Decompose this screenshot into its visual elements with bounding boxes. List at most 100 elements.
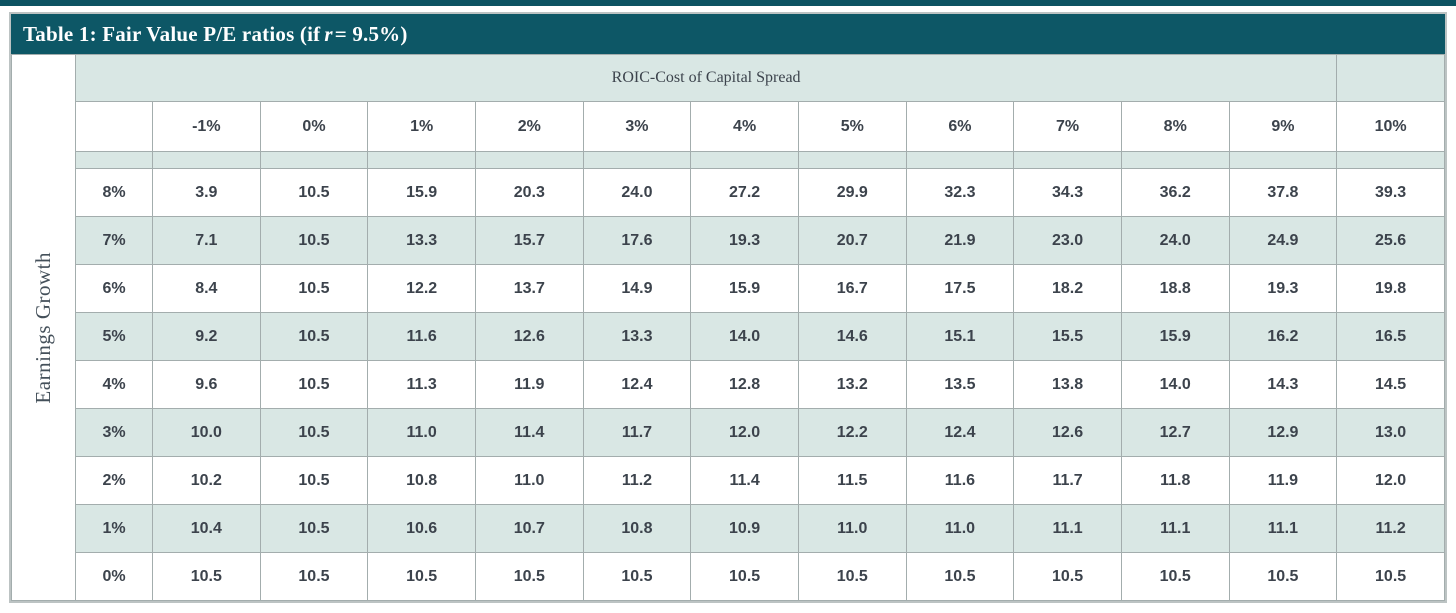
table-cell: 13.5 xyxy=(905,360,1015,409)
table-cell: 12.2 xyxy=(367,264,476,313)
spacer-cell xyxy=(1120,151,1230,169)
table-cell: 10.5 xyxy=(367,552,476,601)
table-cell: 11.0 xyxy=(797,504,907,553)
table-cell: 10.5 xyxy=(259,264,369,313)
table-cell: 24.0 xyxy=(582,168,692,217)
table-cell: 23.0 xyxy=(1013,216,1122,265)
table-cell: 16.7 xyxy=(797,264,907,313)
table-row: 5% 9.2 10.5 11.6 12.6 13.3 14.0 14.6 15.1 15.5 15.… xyxy=(12,312,1445,361)
table-cell: 11.8 xyxy=(1120,456,1230,505)
table-cell: 29.9 xyxy=(797,168,907,217)
spacer-cell xyxy=(1336,151,1445,169)
table-cell: 11.1 xyxy=(1013,504,1122,553)
table-cell: 14.0 xyxy=(690,312,799,361)
table-cell: 10.5 xyxy=(1336,552,1445,601)
table-container: Table 1: Fair Value P/E ratios (if r = 9… xyxy=(9,12,1447,603)
table-cell: 12.8 xyxy=(690,360,799,409)
table-cell: 10.5 xyxy=(259,216,369,265)
table-cell: 13.3 xyxy=(367,216,476,265)
table-cell: 13.7 xyxy=(474,264,584,313)
table-cell: 8.4 xyxy=(152,264,261,313)
table-cell: 12.7 xyxy=(1120,408,1230,457)
table-cell: 12.9 xyxy=(1228,408,1338,457)
table-cell: 39.3 xyxy=(1336,168,1445,217)
table-cell: 3.9 xyxy=(152,168,261,217)
table-cell: 15.7 xyxy=(474,216,584,265)
table-cell: 10.6 xyxy=(367,504,476,553)
table-cell: 11.9 xyxy=(1228,456,1338,505)
pe-ratio-table: Earnings Growth ROIC-Cost of Capital Spr… xyxy=(11,54,1445,601)
table-cell: 10.9 xyxy=(690,504,799,553)
spacer-cell xyxy=(1013,151,1122,169)
row-label: 1% xyxy=(75,504,153,553)
table-cell: 14.5 xyxy=(1336,360,1445,409)
spacer-cell xyxy=(582,151,692,169)
column-header: 5% xyxy=(797,101,907,152)
table-cell: 11.0 xyxy=(474,456,584,505)
row-group-label: Earnings Growth xyxy=(31,251,55,404)
table-cell: 9.2 xyxy=(152,312,261,361)
table-cell: 12.4 xyxy=(582,360,692,409)
table-cell: 12.6 xyxy=(1013,408,1122,457)
table-cell: 21.9 xyxy=(905,216,1015,265)
spacer-cell xyxy=(259,151,369,169)
table-cell: 19.3 xyxy=(690,216,799,265)
row-label: 7% xyxy=(75,216,153,265)
table-cell: 13.0 xyxy=(1336,408,1445,457)
column-header: -1% xyxy=(152,101,261,152)
table-cell: 16.2 xyxy=(1228,312,1338,361)
column-header: 6% xyxy=(905,101,1015,152)
spacer-cell xyxy=(367,151,476,169)
table-cell: 10.5 xyxy=(797,552,907,601)
spacer-cell xyxy=(905,151,1015,169)
table-cell: 10.5 xyxy=(259,552,369,601)
spacer-cell xyxy=(152,151,261,169)
table-cell: 10.5 xyxy=(1228,552,1338,601)
table-cell: 12.2 xyxy=(797,408,907,457)
table-cell: 20.7 xyxy=(797,216,907,265)
table-row: 3% 10.0 10.5 11.0 11.4 11.7 12.0 12.2 12.4 12.6 12… xyxy=(12,408,1445,457)
table-row: 1% 10.4 10.5 10.6 10.7 10.8 10.9 11.0 11.0 11.1 11… xyxy=(12,504,1445,553)
column-header: 9% xyxy=(1228,101,1338,152)
table-cell: 10.2 xyxy=(152,456,261,505)
table-cell: 12.0 xyxy=(1336,456,1445,505)
table-cell: 10.5 xyxy=(259,504,369,553)
table-cell: 10.7 xyxy=(474,504,584,553)
table-row: 8% 3.9 10.5 15.9 20.3 24.0 27.2 29.9 32.3 34.3 36.… xyxy=(12,168,1445,217)
table-cell: 11.4 xyxy=(474,408,584,457)
row-label: 8% xyxy=(75,168,153,217)
column-header: 8% xyxy=(1120,101,1230,152)
table-cell: 11.1 xyxy=(1228,504,1338,553)
table-cell: 11.3 xyxy=(367,360,476,409)
table-row: 4% 9.6 10.5 11.3 11.9 12.4 12.8 13.2 13.5 13.8 14.… xyxy=(12,360,1445,409)
column-header: 1% xyxy=(367,101,476,152)
spacer-cell xyxy=(474,151,584,169)
table-cell: 14.9 xyxy=(582,264,692,313)
table-cell: 18.2 xyxy=(1013,264,1122,313)
table-cell: 32.3 xyxy=(905,168,1015,217)
row-label: 0% xyxy=(75,552,153,601)
table-cell: 10.5 xyxy=(259,360,369,409)
table-cell: 10.8 xyxy=(582,504,692,553)
table-cell: 11.7 xyxy=(1013,456,1122,505)
row-label: 2% xyxy=(75,456,153,505)
table-row: 7% 7.1 10.5 13.3 15.7 17.6 19.3 20.7 21.9 23.0 24.… xyxy=(12,216,1445,265)
spacer-cell xyxy=(75,151,153,169)
spacer-cell xyxy=(797,151,907,169)
column-group-header-row: Earnings Growth ROIC-Cost of Capital Spr… xyxy=(11,54,1445,601)
table-cell: 10.4 xyxy=(152,504,261,553)
table-title: Table 1: Fair Value P/E ratios (if r = 9… xyxy=(11,14,1445,54)
table-cell: 17.6 xyxy=(582,216,692,265)
table-cell: 10.5 xyxy=(259,312,369,361)
column-header: 4% xyxy=(690,101,799,152)
table-cell: 24.0 xyxy=(1120,216,1230,265)
table-cell: 10.5 xyxy=(690,552,799,601)
table-row: 0% 10.5 10.5 10.5 10.5 10.5 10.5 10.5 10.5 10.5 10… xyxy=(12,552,1445,601)
table-cell: 11.7 xyxy=(582,408,692,457)
table-cell: 15.5 xyxy=(1013,312,1122,361)
table-cell: 10.5 xyxy=(259,456,369,505)
table-cell: 11.1 xyxy=(1120,504,1230,553)
table-cell: 10.8 xyxy=(367,456,476,505)
table-cell: 11.0 xyxy=(367,408,476,457)
table-cell: 13.8 xyxy=(1013,360,1122,409)
